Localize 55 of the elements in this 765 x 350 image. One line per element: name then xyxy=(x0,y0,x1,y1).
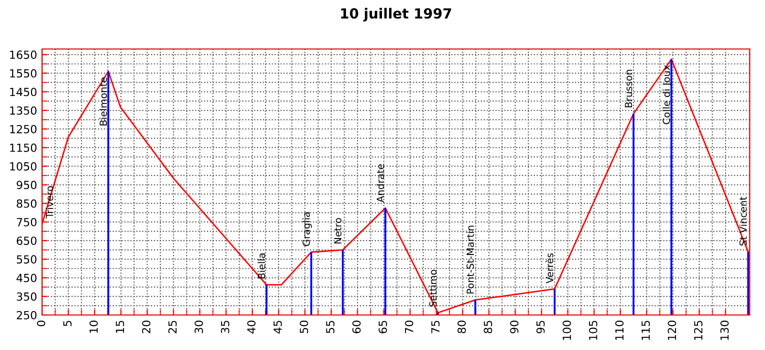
x-tick-label: 100 xyxy=(562,320,572,340)
annotation: Pont-St-Martin xyxy=(466,226,474,294)
annotation: Colle di Joux xyxy=(662,65,672,124)
x-tick-label: 85 xyxy=(484,320,492,334)
y-tick-label: 1450 xyxy=(10,88,36,96)
x-tick-label: 65 xyxy=(378,320,388,334)
y-tick-label: 1250 xyxy=(10,124,36,134)
x-tick-label: 0 xyxy=(36,320,46,326)
annotation: Verrès xyxy=(545,253,554,284)
annotation: Settimo xyxy=(429,270,437,307)
x-tick-label: 110 xyxy=(615,320,624,340)
x-tick-label: 60 xyxy=(352,320,361,334)
x-tick-label: 55 xyxy=(326,320,334,334)
y-tick-label: 850 xyxy=(16,199,36,208)
annotation: Graglia xyxy=(302,212,312,246)
y-tick-label: 1350 xyxy=(10,106,36,115)
x-tick-label: 20 xyxy=(142,320,150,334)
x-tick-label: 80 xyxy=(457,320,466,334)
chart-title: 10 juillet 1997 xyxy=(341,8,452,22)
x-tick-label: 70 xyxy=(404,320,414,334)
x-tick-label: 10 xyxy=(89,320,98,333)
y-tick-label: 1050 xyxy=(10,162,36,171)
annotation: Bielmonte xyxy=(99,77,107,126)
x-tick-label: 25 xyxy=(168,320,177,334)
x-tick-label: 90 xyxy=(510,320,518,334)
x-tick-label: 45 xyxy=(274,320,282,334)
y-tick-label: 350 xyxy=(16,292,36,301)
annotation: Trivero xyxy=(46,186,54,218)
x-tick-label: 30 xyxy=(194,320,204,334)
annotation: Brusson xyxy=(624,70,632,108)
x-tick-label: 50 xyxy=(300,320,308,334)
y-tick-label: 1150 xyxy=(10,144,36,152)
x-tick-label: 75 xyxy=(431,320,440,334)
x-tick-label: 115 xyxy=(642,320,650,340)
annotation: Andrate xyxy=(376,164,384,202)
y-tick-label: 250 xyxy=(16,310,36,320)
x-tick-label: 35 xyxy=(220,320,230,334)
y-tick-label: 950 xyxy=(16,180,36,190)
x-tick-label: 5 xyxy=(63,320,72,326)
x-tick-label: 105 xyxy=(588,320,598,340)
x-tick-label: 130 xyxy=(720,320,729,340)
y-tick-label: 650 xyxy=(16,236,36,245)
x-tick-label: 95 xyxy=(536,320,545,334)
annotation: Netro xyxy=(334,218,342,244)
y-tick-label: 1550 xyxy=(10,69,36,78)
x-tick-label: 120 xyxy=(668,320,676,340)
y-tick-label: 450 xyxy=(16,274,36,282)
y-tick-label: 1650 xyxy=(10,50,36,59)
y-tick-label: 550 xyxy=(16,255,36,264)
y-tick-label: 750 xyxy=(16,218,36,226)
x-tick-label: 15 xyxy=(116,320,124,333)
annotation: Biella xyxy=(258,253,266,278)
x-tick-label: 40 xyxy=(247,320,256,334)
annotation: St Vincent xyxy=(739,196,747,246)
x-tick-label: 125 xyxy=(694,320,702,340)
